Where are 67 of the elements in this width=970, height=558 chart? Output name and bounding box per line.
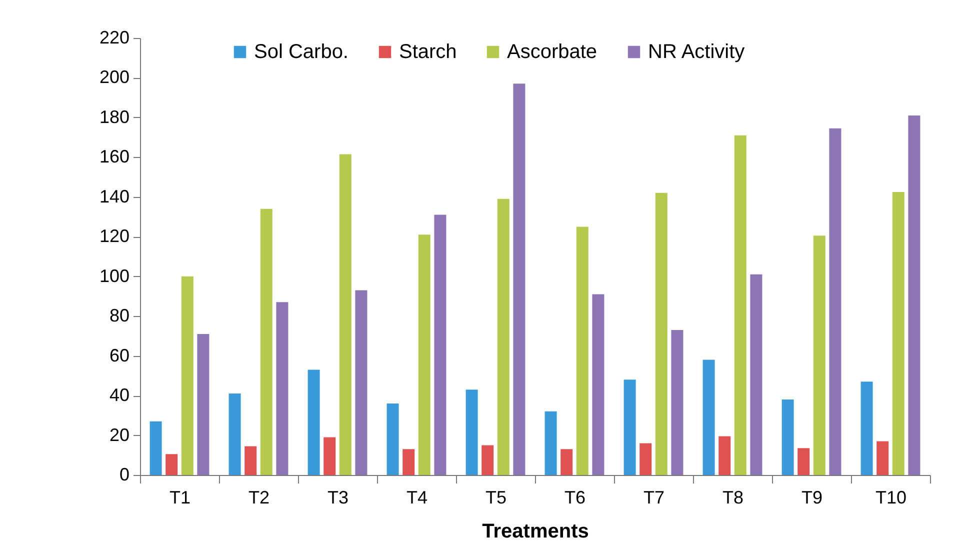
bar bbox=[466, 390, 478, 475]
y-tick-label: 40 bbox=[109, 385, 130, 406]
y-tick-label: 20 bbox=[109, 424, 130, 445]
bar bbox=[181, 276, 194, 475]
bar bbox=[876, 441, 889, 475]
bar bbox=[355, 290, 368, 475]
bar bbox=[276, 302, 288, 475]
bar bbox=[576, 226, 588, 475]
bar bbox=[166, 454, 178, 475]
x-tick-label: T4 bbox=[406, 488, 428, 508]
bar bbox=[640, 443, 652, 475]
bar bbox=[702, 360, 715, 475]
y-tick-label: 60 bbox=[109, 345, 130, 366]
x-tick-label: T8 bbox=[722, 488, 744, 508]
y-tick-label: 220 bbox=[99, 28, 130, 48]
legend-label: NR Activity bbox=[648, 41, 745, 63]
x-axis-title: Treatments bbox=[482, 520, 589, 542]
bar bbox=[418, 234, 430, 475]
y-tick-label: 80 bbox=[109, 306, 130, 326]
bar bbox=[386, 403, 399, 475]
bar bbox=[592, 294, 604, 475]
bar bbox=[228, 394, 241, 475]
x-tick-label: T1 bbox=[169, 488, 191, 508]
bar bbox=[497, 198, 510, 475]
x-tick-label: T2 bbox=[248, 488, 270, 508]
bar bbox=[482, 445, 494, 475]
bar bbox=[434, 214, 446, 475]
x-tick-label: T7 bbox=[643, 488, 665, 508]
bar bbox=[908, 115, 920, 475]
y-tick-label: 160 bbox=[99, 146, 130, 167]
bar bbox=[750, 274, 762, 475]
bar bbox=[402, 449, 415, 475]
bar bbox=[197, 334, 210, 475]
bar bbox=[734, 135, 746, 475]
bar bbox=[718, 436, 731, 475]
legend-label: Ascorbate bbox=[507, 41, 598, 63]
bar bbox=[339, 154, 352, 475]
x-tick-label: T6 bbox=[564, 488, 586, 508]
x-tick-label: T3 bbox=[327, 488, 349, 508]
y-tick-label: 180 bbox=[99, 106, 130, 127]
y-tick-label: 100 bbox=[99, 266, 130, 286]
y-tick-label: 120 bbox=[99, 226, 130, 246]
x-tick-label: T9 bbox=[801, 488, 823, 508]
bar bbox=[150, 421, 162, 475]
bar bbox=[860, 382, 873, 475]
y-tick-label: 140 bbox=[99, 186, 130, 206]
bar bbox=[892, 192, 904, 475]
bar bbox=[624, 380, 636, 475]
x-tick-label: T10 bbox=[875, 488, 907, 508]
bar bbox=[324, 437, 336, 475]
bar bbox=[244, 446, 257, 475]
bar bbox=[813, 236, 826, 475]
bar bbox=[544, 411, 557, 475]
bar bbox=[782, 400, 794, 475]
y-tick-label: 200 bbox=[99, 67, 130, 88]
x-tick-label: T5 bbox=[485, 488, 507, 508]
bar bbox=[308, 370, 320, 475]
bar bbox=[829, 128, 842, 475]
bar bbox=[655, 192, 668, 475]
bar bbox=[671, 330, 684, 475]
legend-label: Sol Carbo. bbox=[254, 41, 348, 63]
legend-label: Starch bbox=[399, 41, 457, 63]
y-tick-label: 0 bbox=[119, 464, 130, 484]
bar bbox=[560, 449, 573, 475]
bar bbox=[513, 84, 526, 475]
bar bbox=[798, 448, 810, 475]
bar bbox=[260, 208, 272, 475]
